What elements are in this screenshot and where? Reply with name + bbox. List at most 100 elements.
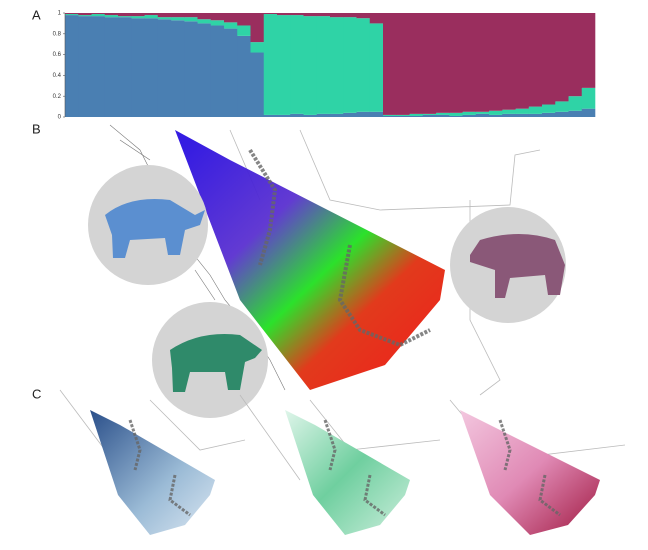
bar-segment: [528, 13, 543, 107]
bar-segment: [157, 19, 172, 118]
bar-segment: [263, 13, 278, 15]
bar-segment: [462, 111, 477, 115]
map-b: [88, 124, 566, 418]
bar-segment: [290, 13, 304, 16]
bar-segment: [131, 16, 145, 19]
bar-segment: [568, 13, 583, 97]
bar-segment: [581, 87, 596, 109]
bar-segment: [489, 110, 503, 115]
bar-segment: [475, 111, 490, 114]
bar-segment: [171, 20, 185, 118]
bar-segment: [171, 13, 185, 18]
bar-segment: [224, 22, 238, 29]
bar-segment: [383, 115, 397, 117]
bar-segment: [568, 96, 583, 111]
bear-icon: [170, 334, 262, 392]
bar-segment: [277, 13, 291, 16]
bar-segment: [144, 15, 159, 19]
bar-segment: [104, 17, 119, 117]
bar-segment: [78, 15, 92, 17]
bar-segment: [436, 13, 450, 113]
bar-segment: [502, 109, 516, 114]
bar-segment: [131, 13, 145, 17]
panel-label: C: [32, 386, 41, 401]
bar-segment: [210, 25, 225, 118]
bar-segment: [396, 115, 410, 117]
bar-segment: [475, 13, 490, 112]
bar-segment: [65, 15, 79, 117]
bar-segment: [422, 13, 437, 114]
y-tick-label: 1: [58, 11, 62, 17]
bar-segment: [515, 13, 530, 109]
bar-segment: [449, 115, 463, 117]
bar-segment: [502, 113, 516, 117]
bar-segment: [330, 17, 344, 114]
bar-segment: [210, 20, 225, 26]
bar-segment: [250, 13, 265, 43]
bar-segment: [144, 13, 159, 16]
bar-segment: [581, 108, 596, 117]
bar-segment: [250, 52, 265, 117]
bar-segment: [343, 112, 357, 117]
bar-segment: [104, 15, 119, 18]
bar-segment: [104, 13, 119, 16]
map-c: [59, 389, 626, 535]
bar-segment: [224, 13, 238, 23]
bar-segment: [502, 13, 516, 110]
bar-segment: [303, 114, 318, 117]
bar-segment: [555, 13, 569, 102]
bar-segment: [144, 18, 159, 118]
y-tick-label: 0: [58, 115, 62, 121]
bar-segment: [91, 14, 106, 17]
bar-segment: [118, 17, 132, 117]
ancestry-surface: [90, 410, 215, 535]
bar-segment: [383, 114, 397, 116]
bar-segment: [356, 111, 371, 117]
bar-segment: [409, 13, 424, 114]
bar-segment: [383, 13, 397, 115]
bar-segment: [210, 13, 225, 21]
bar-segment: [263, 114, 278, 117]
bar-segment: [78, 16, 92, 117]
bar-segment: [555, 111, 569, 117]
bar-segment: [369, 13, 384, 24]
bar-segment: [131, 18, 145, 118]
bar-segment: [237, 35, 251, 117]
bar-segment: [542, 112, 556, 117]
bar-segment: [436, 114, 450, 117]
ancestry-surface: [285, 410, 410, 535]
bar-segment: [462, 13, 477, 112]
bar-segment: [250, 42, 265, 53]
bar-segment: [316, 113, 331, 117]
bar-segment: [462, 114, 477, 117]
bar-segment: [277, 15, 291, 115]
bar-segment: [489, 13, 503, 111]
bar-segment: [197, 19, 212, 24]
bar-segment: [356, 18, 371, 112]
bar-segment: [475, 113, 490, 117]
bar-segment: [343, 13, 357, 18]
bar-segment: [528, 113, 543, 117]
bar-segment: [224, 28, 238, 118]
structure-plot: 0 0.2 0.4 0.6 0.8 1: [53, 11, 596, 121]
bar-segment: [65, 14, 79, 16]
y-tick-label: 0.8: [53, 31, 62, 37]
bar-segment: [330, 13, 344, 18]
bar-segment: [436, 112, 450, 115]
bar-segment: [369, 23, 384, 112]
bar-segment: [157, 17, 172, 20]
bar-segment: [568, 110, 583, 117]
bar-segment: [91, 13, 106, 15]
bar-segment: [290, 113, 304, 117]
ancestry-surface: [175, 130, 445, 390]
bar-segment: [118, 13, 132, 17]
bar-segment: [184, 21, 198, 117]
bar-segment: [409, 115, 424, 117]
y-tick-label: 0.2: [53, 94, 62, 100]
bar-segment: [237, 25, 251, 36]
bar-segment: [449, 13, 463, 113]
panel-label: B: [32, 121, 41, 136]
bar-segment: [197, 13, 212, 20]
bar-segment: [171, 17, 185, 21]
bar-segment: [118, 16, 132, 18]
